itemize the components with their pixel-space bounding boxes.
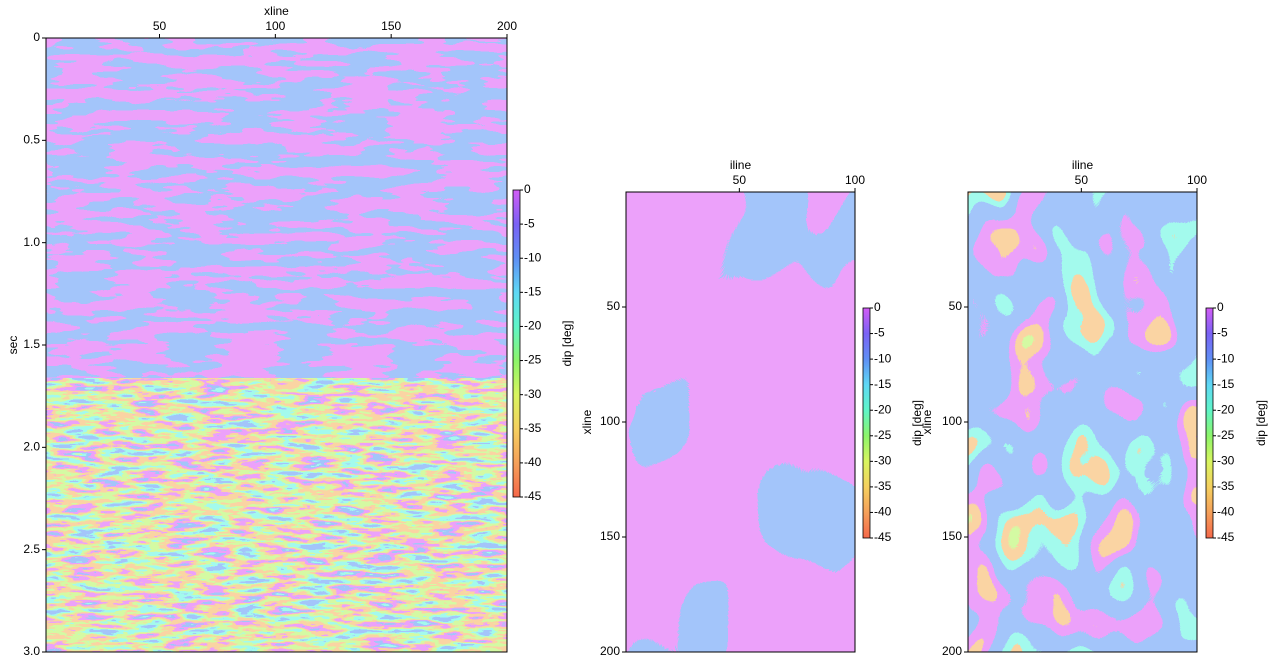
colorbar (862, 307, 871, 539)
colorbar-tick-label: -40 (1217, 505, 1235, 519)
x-axis-label: iline (730, 158, 752, 172)
x-tick-label: 100 (265, 19, 285, 33)
colorbar-tick-label: -15 (874, 377, 892, 391)
dip-image (46, 38, 507, 378)
colorbar-tick-label: -25 (524, 353, 542, 367)
colorbar-tick-label: -15 (1217, 377, 1235, 391)
y-tick-label: 200 (600, 644, 620, 658)
x-axis-label: xline (264, 4, 289, 18)
colorbar-tick-label: 0 (874, 300, 881, 314)
colorbar-tick-label: -25 (1217, 428, 1235, 442)
x-axis-label: iline (1072, 158, 1094, 172)
y-tick-label: 50 (949, 299, 963, 313)
colorbar-tick-label: -35 (524, 421, 542, 435)
y-tick-label: 0 (33, 30, 40, 44)
colorbar-tick-label: -30 (524, 387, 542, 401)
x-tick-label: 100 (845, 173, 865, 187)
colorbar-tick-label: -45 (524, 489, 542, 503)
x-tick-label: 50 (153, 19, 167, 33)
colorbar-label: dip [deg] (560, 320, 574, 366)
y-axis-label: xline (920, 409, 934, 434)
colorbar-tick-label: -20 (1217, 402, 1235, 416)
colorbar-tick-label: -35 (1217, 479, 1235, 493)
y-tick-label: 3.0 (23, 644, 40, 658)
x-tick-label: 50 (733, 173, 747, 187)
y-tick-label: 150 (942, 529, 962, 543)
y-tick-label: 150 (600, 529, 620, 543)
colorbar-tick-label: -25 (874, 428, 892, 442)
colorbar-tick-label: -5 (1217, 326, 1228, 340)
colorbar-tick-label: -40 (524, 455, 542, 469)
colorbar-tick-label: -45 (874, 530, 892, 544)
dip-image (46, 378, 507, 652)
colorbar-tick-label: -30 (874, 454, 892, 468)
colorbar-label: dip [deg] (1254, 400, 1268, 446)
colorbar-tick-label: -30 (1217, 454, 1235, 468)
colorbar-tick-label: -5 (874, 326, 885, 340)
y-tick-label: 100 (600, 414, 620, 428)
colorbar-label: dip [deg] (910, 400, 924, 446)
colorbar-tick-label: -10 (1217, 351, 1235, 365)
y-tick-label: 50 (607, 299, 621, 313)
colorbar (1205, 307, 1214, 539)
x-tick-label: 50 (1075, 173, 1089, 187)
dip-image (626, 192, 855, 652)
y-tick-label: 1.0 (23, 235, 40, 249)
colorbar-tick-label: -10 (524, 250, 542, 264)
y-axis-label: sec (6, 336, 20, 355)
dip-image (968, 192, 1197, 652)
y-tick-label: 200 (942, 644, 962, 658)
colorbar-tick-label: -5 (524, 216, 535, 230)
y-tick-label: 2.0 (23, 440, 40, 454)
x-tick-label: 150 (381, 19, 401, 33)
y-tick-label: 0.5 (23, 133, 40, 147)
colorbar-tick-label: -35 (874, 479, 892, 493)
x-tick-label: 100 (1187, 173, 1207, 187)
y-tick-label: 100 (942, 414, 962, 428)
colorbar-tick-label: 0 (1217, 300, 1224, 314)
colorbar-tick-label: -15 (524, 285, 542, 299)
x-tick-label: 200 (497, 19, 517, 33)
colorbar-tick-label: 0 (524, 182, 531, 196)
y-axis-label: xline (580, 409, 594, 434)
colorbar-tick-label: -20 (874, 402, 892, 416)
colorbar-tick-label: -40 (874, 505, 892, 519)
colorbar-tick-label: -20 (524, 319, 542, 333)
y-tick-label: 1.5 (23, 337, 40, 351)
colorbar-tick-label: -10 (874, 351, 892, 365)
colorbar (512, 189, 521, 498)
colorbar-tick-label: -45 (1217, 530, 1235, 544)
y-tick-label: 2.5 (23, 542, 40, 556)
